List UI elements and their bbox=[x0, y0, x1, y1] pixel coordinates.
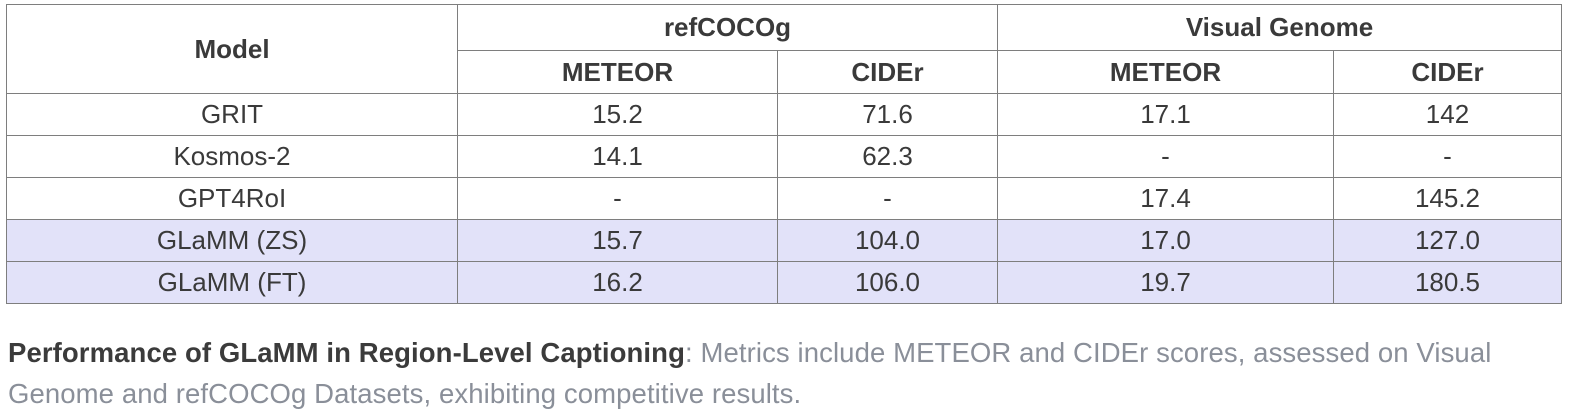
model-cell: GLaMM (FT) bbox=[6, 261, 458, 304]
metric-cell: 15.7 bbox=[457, 219, 778, 262]
metric-cell: - bbox=[1333, 135, 1562, 178]
metric-cell: 17.0 bbox=[997, 219, 1334, 262]
metric-cell: 16.2 bbox=[457, 261, 778, 304]
metric-cell: 62.3 bbox=[777, 135, 998, 178]
caption-text: : Metrics include METEOR and CIDEr score… bbox=[8, 337, 1492, 409]
region-captioning-results-table: Model refCOCOg Visual Genome METEOR CIDE… bbox=[6, 4, 1562, 304]
header-group-refcocog: refCOCOg bbox=[457, 4, 998, 51]
metric-cell: - bbox=[777, 177, 998, 220]
metric-cell: 19.7 bbox=[997, 261, 1334, 304]
metric-cell: 127.0 bbox=[1333, 219, 1562, 262]
header-visual-genome-meteor: METEOR bbox=[997, 50, 1334, 94]
header-refcocog-meteor: METEOR bbox=[457, 50, 778, 94]
table-row-gpt4roi: GPT4RoI - - 17.4 145.2 bbox=[6, 177, 1562, 220]
header-refcocog-cider: CIDEr bbox=[777, 50, 998, 94]
table-row-glamm-ft: GLaMM (FT) 16.2 106.0 19.7 180.5 bbox=[6, 261, 1562, 304]
metric-cell: - bbox=[457, 177, 778, 220]
metric-cell: 17.1 bbox=[997, 93, 1334, 136]
table-caption: Performance of GLaMM in Region-Level Cap… bbox=[8, 332, 1553, 414]
header-model: Model bbox=[6, 4, 458, 94]
model-cell: GPT4RoI bbox=[6, 177, 458, 220]
metric-cell: - bbox=[997, 135, 1334, 178]
metric-cell: 71.6 bbox=[777, 93, 998, 136]
model-cell: GLaMM (ZS) bbox=[6, 219, 458, 262]
metric-cell: 145.2 bbox=[1333, 177, 1562, 220]
table-row-kosmos-2: Kosmos-2 14.1 62.3 - - bbox=[6, 135, 1562, 178]
header-group-visual-genome: Visual Genome bbox=[997, 4, 1562, 51]
metric-cell: 15.2 bbox=[457, 93, 778, 136]
caption-title: Performance of GLaMM in Region-Level Cap… bbox=[8, 337, 685, 368]
header-row-groups: Model refCOCOg Visual Genome bbox=[6, 4, 1562, 94]
metric-cell: 106.0 bbox=[777, 261, 998, 304]
metric-cell: 14.1 bbox=[457, 135, 778, 178]
model-cell: GRIT bbox=[6, 93, 458, 136]
table-row-glamm-zs: GLaMM (ZS) 15.7 104.0 17.0 127.0 bbox=[6, 219, 1562, 262]
table-row-grit: GRIT 15.2 71.6 17.1 142 bbox=[6, 93, 1562, 136]
metric-cell: 104.0 bbox=[777, 219, 998, 262]
metric-cell: 142 bbox=[1333, 93, 1562, 136]
model-cell: Kosmos-2 bbox=[6, 135, 458, 178]
header-visual-genome-cider: CIDEr bbox=[1333, 50, 1562, 94]
metric-cell: 17.4 bbox=[997, 177, 1334, 220]
metric-cell: 180.5 bbox=[1333, 261, 1562, 304]
